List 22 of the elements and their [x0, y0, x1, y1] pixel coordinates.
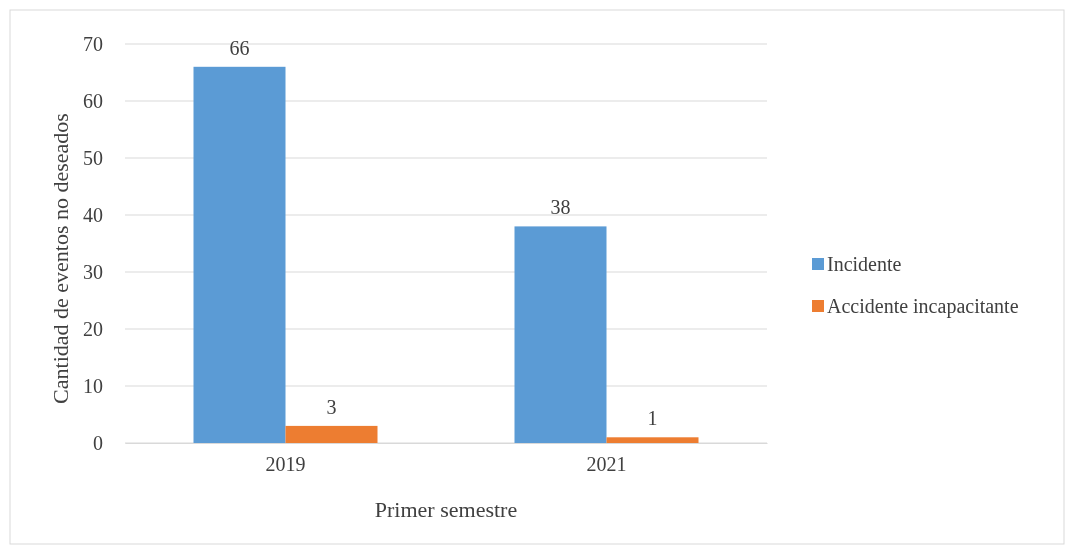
x-tick-label: 2019	[265, 453, 306, 476]
data-label: 1	[647, 407, 658, 430]
x-axis-title: Primer semestre	[374, 497, 518, 522]
data-label: 66	[229, 36, 250, 59]
y-tick-label: 10	[83, 374, 103, 397]
y-tick-label: 30	[83, 260, 103, 283]
y-tick-label: 0	[93, 431, 103, 454]
y-tick-label: 20	[83, 317, 103, 340]
legend-label: Accidente incapacitante	[827, 295, 1019, 318]
bar	[193, 66, 286, 443]
y-axis-title: Cantidad de eventos no deseados	[48, 113, 73, 404]
bar	[514, 226, 607, 443]
bar	[606, 437, 699, 443]
data-label: 3	[326, 395, 337, 418]
y-tick-label: 50	[83, 146, 103, 169]
legend-label: Incidente	[827, 253, 902, 275]
bar	[285, 425, 378, 443]
y-tick-label: 70	[83, 32, 103, 55]
y-tick-label: 60	[83, 89, 103, 112]
x-tick-label: 2021	[586, 453, 627, 476]
data-label: 38	[550, 196, 571, 219]
y-tick-label: 40	[83, 203, 103, 226]
